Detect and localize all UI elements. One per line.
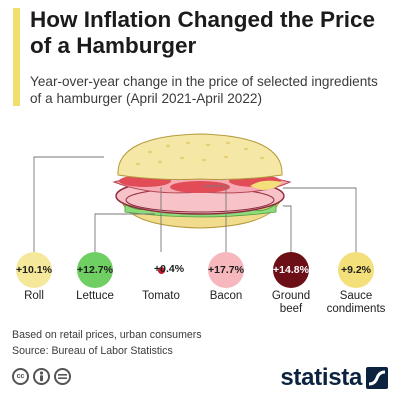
category-label: Bacon (209, 290, 243, 302)
leader-line (283, 187, 357, 252)
bubble-roll: +10.1% (16, 252, 52, 288)
value-label: +12.7% (77, 264, 113, 276)
leader-line (204, 185, 227, 252)
leader-line (283, 205, 292, 252)
category-label: Roll (24, 290, 44, 302)
brand-name: statista (280, 364, 362, 391)
category-label: Lettuce (76, 290, 114, 302)
equals-icon[interactable] (54, 368, 71, 385)
statista-logo[interactable]: statista (280, 364, 388, 392)
leader-line (94, 213, 155, 252)
bubble-bacon: +17.7% (208, 252, 244, 288)
statista-mark-icon (366, 367, 388, 389)
sauce-drip (250, 180, 282, 190)
bubble-tomato (157, 266, 165, 274)
value-label: +0.4% (154, 263, 185, 275)
value-label: +14.8% (273, 264, 309, 276)
bubble-ground-beef: +14.8% (273, 252, 309, 288)
bubble-lettuce: +12.7% (77, 252, 113, 288)
burger-graphic (112, 133, 292, 229)
category-label: Tomato (142, 290, 180, 302)
title-accent-bar (13, 8, 20, 106)
footnote: Based on retail prices, urban consumers (12, 329, 202, 341)
leader-line (33, 156, 104, 252)
bubble-sauce-condiments: +9.2% (338, 252, 374, 288)
value-label: +17.7% (208, 264, 244, 276)
sesame-seeds (135, 141, 265, 166)
source-note: Source: Bureau of Labor Statistics (12, 345, 173, 357)
category-label: Sauce condiments (326, 290, 386, 315)
value-label: +9.2% (340, 264, 372, 276)
person-icon[interactable] (33, 368, 50, 385)
top-bun (117, 133, 283, 180)
cc-icon[interactable]: cc (12, 368, 29, 385)
value-label: +10.1% (16, 264, 52, 276)
license-icons: cc (12, 368, 71, 385)
leader-lines (33, 156, 357, 252)
category-label: Ground beef (271, 290, 311, 315)
chart-title: How Inflation Changed the Price of a Ham… (30, 7, 376, 58)
tomato-slice (170, 181, 230, 193)
chart-subtitle: Year-over-year change in the price of se… (30, 74, 378, 106)
